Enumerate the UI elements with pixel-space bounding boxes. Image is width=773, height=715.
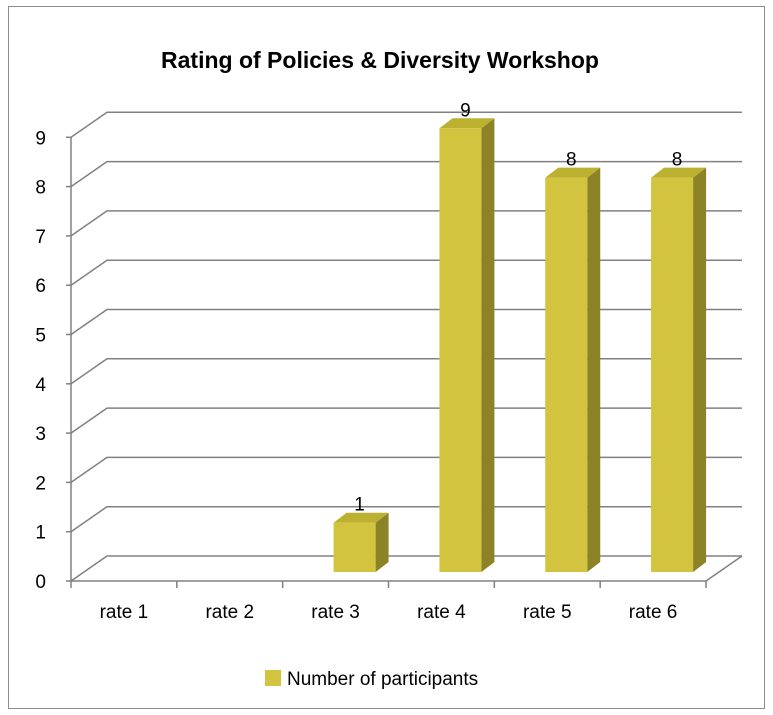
gridline [70, 259, 742, 286]
bar-top [651, 167, 707, 178]
y-tick-label: 6 [35, 276, 46, 297]
data-label: 8 [672, 150, 683, 171]
data-labels: 198 8 [354, 100, 682, 515]
bar [651, 177, 694, 572]
gridline [70, 358, 742, 385]
legend: Number of participants [265, 669, 478, 690]
bars [333, 118, 707, 573]
bar-side [481, 118, 495, 573]
x-tick-label: rate 6 [629, 602, 678, 623]
gridline [70, 210, 742, 237]
data-label: 9 [460, 100, 471, 121]
gridline [70, 456, 742, 484]
y-tick-label: 8 [35, 178, 46, 199]
chart-title: Rating of Policies & Diversity Workshop [161, 47, 599, 73]
floor-edge [71, 555, 743, 582]
bar [545, 177, 588, 572]
data-label: 1 [354, 495, 365, 516]
gridline [70, 308, 742, 336]
gridline [70, 407, 742, 434]
bar-side [375, 512, 389, 572]
y-tick-label: 9 [35, 128, 46, 149]
y-tick-label: 0 [35, 572, 46, 593]
bar [439, 128, 482, 573]
bar [333, 522, 376, 572]
bar-top [439, 118, 495, 129]
y-tick-label: 1 [35, 523, 46, 544]
x-tick-label: rate 5 [523, 602, 572, 623]
x-tick-label: rate 1 [100, 602, 149, 623]
gridline [70, 505, 742, 533]
legend-label: Number of participants [287, 669, 478, 690]
x-tick-label: rate 3 [311, 602, 360, 623]
gridline [70, 555, 742, 582]
bar-side [587, 167, 601, 572]
x-tick-label: rate 4 [417, 602, 466, 623]
data-label: 8 [566, 150, 577, 171]
axes: 0 1 2 3 4 5 6 7 8 9 rate 1 rate 2 rate 3 rate 4 rate 5… [35, 128, 743, 623]
y-tick-label: 2 [35, 473, 46, 494]
bar-side [693, 167, 707, 572]
y-tick-label: 3 [35, 424, 46, 445]
y-tick-label: 7 [35, 227, 46, 248]
gridline [70, 111, 742, 138]
y-tick-label: 5 [35, 326, 46, 347]
bar-top [333, 512, 389, 523]
bar-top [545, 167, 601, 178]
chart-frame [8, 6, 765, 709]
gridlines [70, 111, 742, 582]
gridline [70, 160, 742, 188]
y-tick-label: 4 [35, 375, 46, 396]
x-tick-label: rate 2 [205, 602, 254, 623]
legend-swatch [265, 670, 281, 686]
